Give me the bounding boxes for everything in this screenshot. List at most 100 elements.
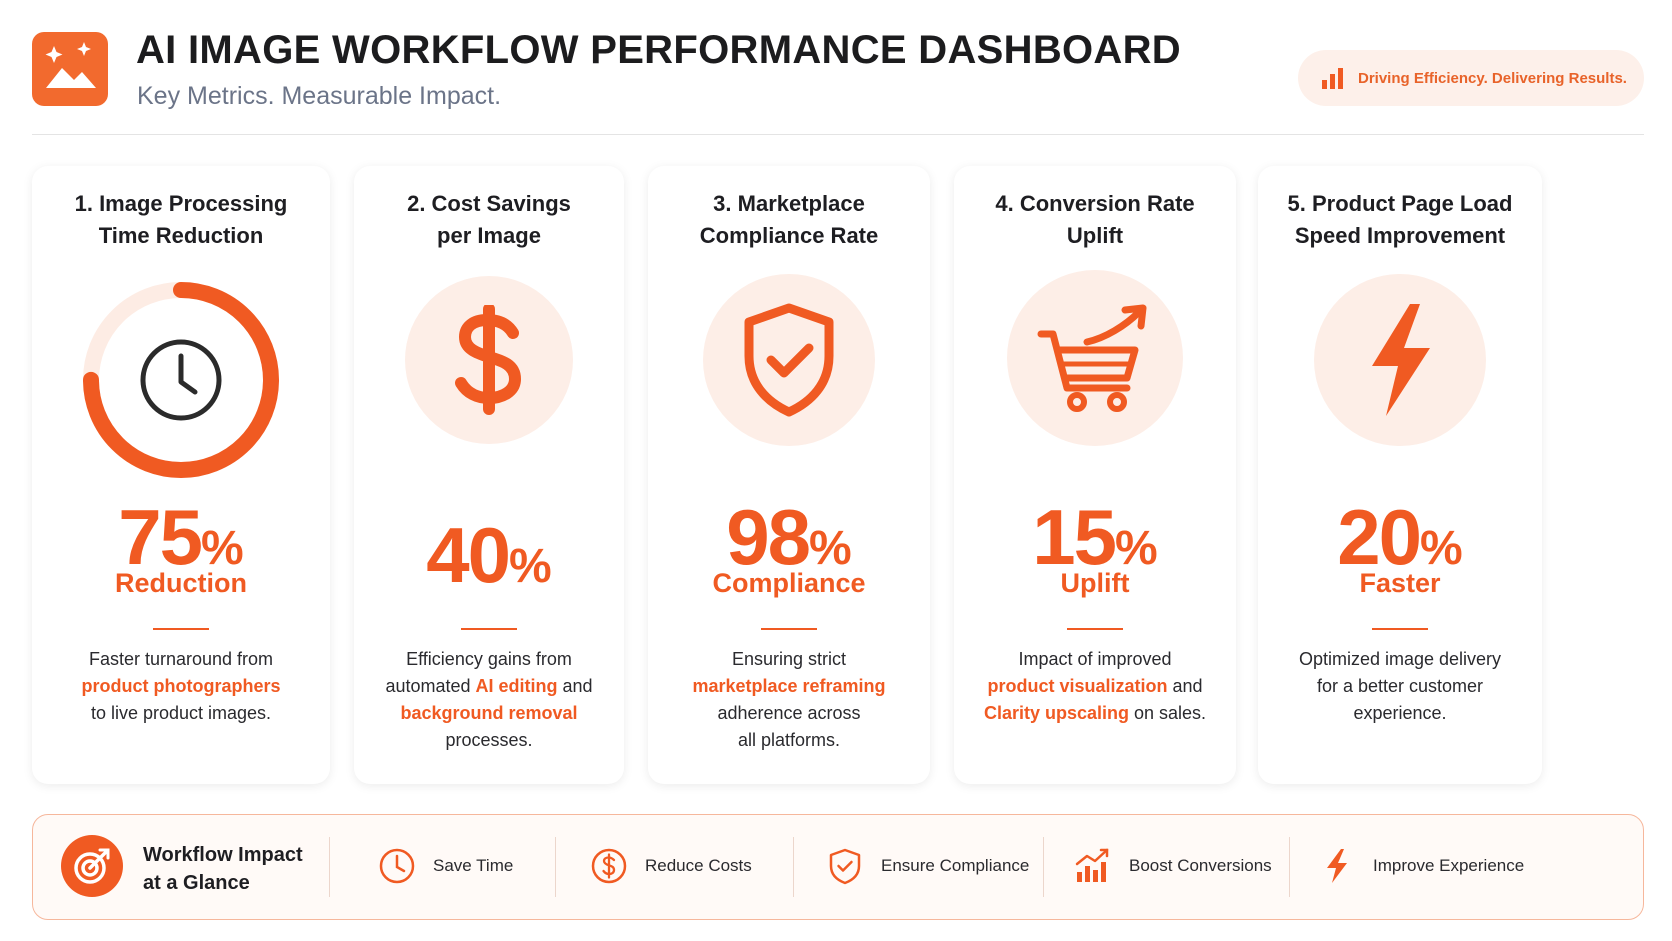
summary-title-line: Workflow Impact <box>143 844 303 866</box>
desc-highlight: marketplace reframing <box>692 676 886 696</box>
card-title: 5. Product Page Load Speed Improvement <box>1258 188 1542 252</box>
page-title: AI IMAGE WORKFLOW PERFORMANCE DASHBOARD <box>136 28 1181 72</box>
metric-number: 40 <box>426 511 511 599</box>
desc-highlight: background removal <box>400 703 578 723</box>
desc-line: Impact of improved <box>1018 649 1172 669</box>
metric-label: Compliance <box>712 568 866 598</box>
desc-line: automated AI editing and <box>366 673 612 700</box>
desc-line: Efficiency gains from <box>406 649 572 669</box>
desc-highlight: product photographers <box>81 676 281 696</box>
summary-separator <box>555 837 556 897</box>
tagline-badge: Driving Efficiency. Delivering Results. <box>1298 50 1644 106</box>
summary-item-label: Improve Experience <box>1373 856 1525 875</box>
summary-item-boost-conversions: Boost Conversions <box>1073 843 1272 889</box>
shield-check-icon <box>829 848 861 885</box>
clock-icon <box>140 339 222 421</box>
desc-text: and <box>1167 676 1203 696</box>
metric-label: Faster <box>1359 568 1441 598</box>
summary-title-line: at a Glance <box>143 872 250 894</box>
metric-unit: % <box>1420 522 1463 575</box>
card-description: Ensuring strict marketplace reframing ad… <box>648 646 930 754</box>
summary-title: Workflow Impact at a Glance <box>143 841 303 897</box>
metric-unit: % <box>509 540 552 593</box>
progress-ring <box>75 274 287 486</box>
desc-line: Ensuring strict <box>731 649 847 669</box>
card-description: Optimized image delivery for a better cu… <box>1258 646 1542 727</box>
desc-line: processes. <box>445 730 533 750</box>
summary-item-improve-experience: Improve Experience <box>1317 843 1524 889</box>
card-rule <box>1067 628 1123 630</box>
summary-item-label: Reduce Costs <box>645 856 752 875</box>
summary-item-reduce-costs: Reduce Costs <box>589 843 752 889</box>
card-description: Impact of improved product visualization… <box>954 646 1236 727</box>
dollar-icon <box>591 848 627 884</box>
card-title: 2. Cost Savings per Image <box>354 188 624 252</box>
summary-item-save-time: Save Time <box>377 843 513 889</box>
workflow-summary-bar: Workflow Impact at a Glance Save Time Re… <box>32 814 1644 920</box>
metric-number: 75 <box>118 493 203 581</box>
card-title-line: Speed Improvement <box>1294 223 1506 248</box>
header-divider <box>32 134 1644 135</box>
desc-highlight: Clarity upscaling <box>983 703 1129 723</box>
card-title-line: 2. Cost Savings <box>407 191 571 216</box>
desc-line: Faster turnaround from <box>88 649 274 669</box>
dollar-icon <box>405 276 573 444</box>
bar-chart-growth-icon <box>1075 848 1109 882</box>
lightning-icon <box>1327 849 1347 883</box>
summary-item-ensure-compliance: Ensure Compliance <box>825 843 1029 889</box>
summary-separator <box>1289 837 1290 897</box>
summary-item-label: Ensure Compliance <box>881 856 1030 875</box>
desc-text: and <box>557 676 593 696</box>
card-title-line: 4. Conversion Rate <box>995 191 1195 216</box>
card-rule <box>461 628 517 630</box>
desc-line: experience. <box>1353 703 1447 723</box>
card-rule <box>761 628 817 630</box>
summary-separator <box>1043 837 1044 897</box>
summary-item-label: Boost Conversions <box>1129 856 1272 875</box>
card-title-line: Time Reduction <box>98 223 264 248</box>
desc-highlight: AI editing <box>475 676 558 696</box>
metric-label: Uplift <box>1060 568 1130 598</box>
metric-value: 75% <box>32 492 330 594</box>
desc-line: Clarity upscaling on sales. <box>966 700 1224 727</box>
metric-card-load-speed: 5. Product Page Load Speed Improvement 2… <box>1258 166 1542 784</box>
metric-card-processing-time: 1. Image Processing Time Reduction 75% R… <box>32 166 330 784</box>
desc-text: automated <box>385 676 476 696</box>
metric-value: 40% <box>354 510 624 612</box>
card-title: 3. Marketplace Compliance Rate <box>648 188 930 252</box>
summary-separator <box>793 837 794 897</box>
card-title-line: per Image <box>437 223 541 248</box>
lightning-icon <box>1314 274 1486 446</box>
tagline-text: Driving Efficiency. Delivering Results. <box>1358 69 1627 87</box>
metric-value: 15% <box>954 492 1236 594</box>
shield-check-icon <box>703 274 875 446</box>
desc-line: to live product images. <box>90 703 272 723</box>
metric-number: 98 <box>726 493 811 581</box>
desc-text: on sales. <box>1129 703 1207 723</box>
desc-line: all platforms. <box>737 730 841 750</box>
bar-chart-icon <box>1322 68 1343 89</box>
desc-line: for a better customer <box>1316 676 1484 696</box>
card-title: 4. Conversion Rate Uplift <box>954 188 1236 252</box>
progress-ring-fill <box>83 282 279 478</box>
metric-unit: % <box>809 522 852 575</box>
metric-unit: % <box>1115 522 1158 575</box>
metric-number: 20 <box>1337 493 1422 581</box>
card-description: Efficiency gains from automated AI editi… <box>354 646 624 754</box>
metric-value: 20% <box>1258 492 1542 594</box>
summary-separator <box>329 837 330 897</box>
cart-growth-icon <box>1007 270 1183 446</box>
metric-value: 98% <box>648 492 930 594</box>
card-title: 1. Image Processing Time Reduction <box>32 188 330 252</box>
desc-line: adherence across <box>717 703 861 723</box>
target-icon <box>61 835 123 897</box>
desc-highlight: product visualization <box>987 676 1168 696</box>
desc-line: product visualization and <box>966 673 1224 700</box>
clock-icon <box>379 848 415 884</box>
metric-card-cost-savings: 2. Cost Savings per Image 40% Efficiency… <box>354 166 624 784</box>
metric-card-conversion: 4. Conversion Rate Uplift 15% Uplift Imp… <box>954 166 1236 784</box>
card-rule <box>153 628 209 630</box>
metric-unit: % <box>201 522 244 575</box>
card-title-line: Uplift <box>1066 223 1124 248</box>
card-description: Faster turnaround from product photograp… <box>32 646 330 727</box>
